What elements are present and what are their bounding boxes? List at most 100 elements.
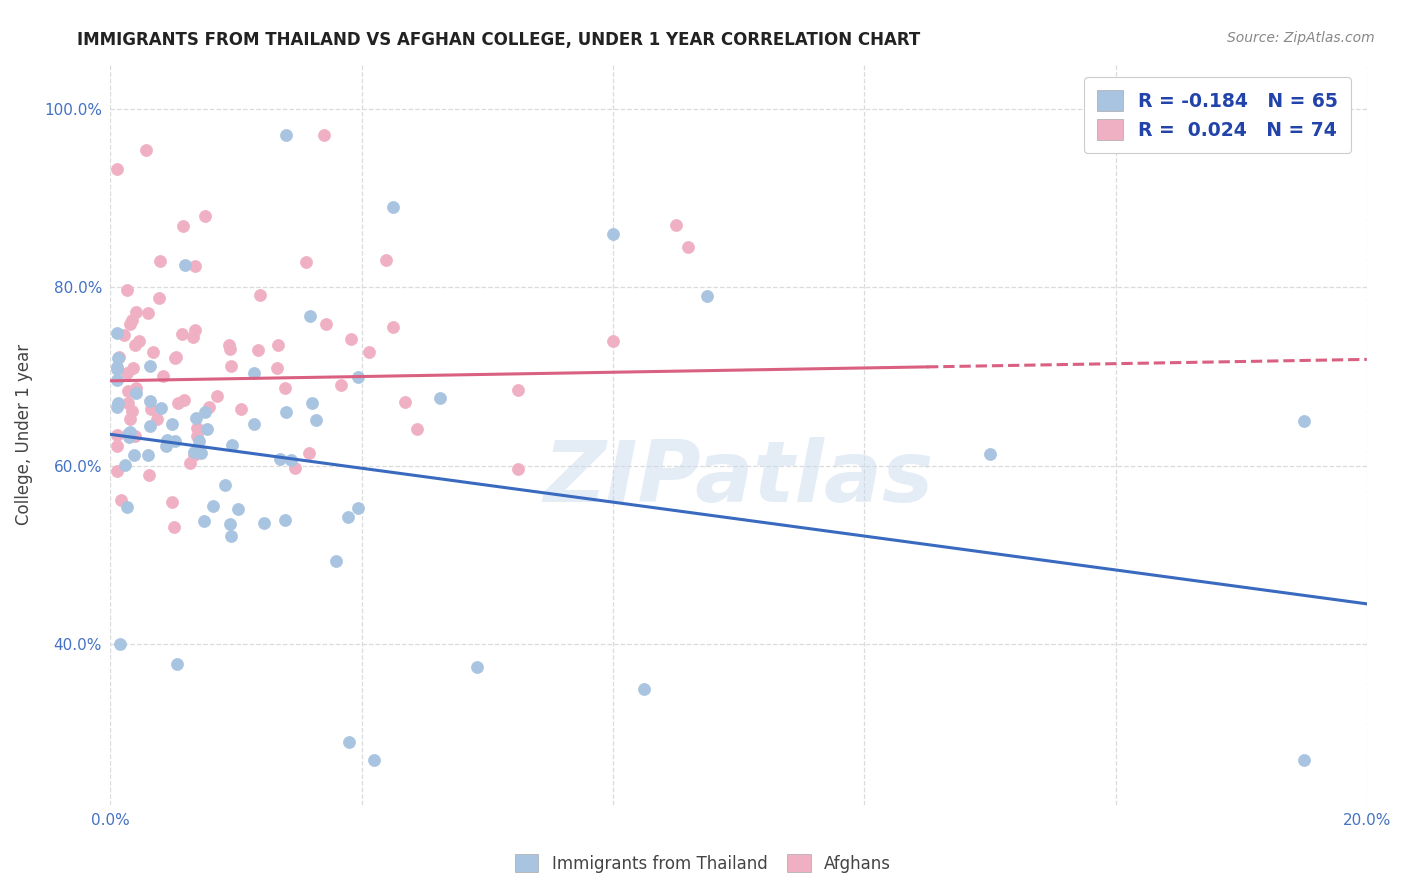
Point xyxy=(181,330,204,344)
Point xyxy=(105,161,128,176)
Point xyxy=(247,343,270,358)
Point xyxy=(114,458,136,472)
Point xyxy=(194,405,217,419)
Point xyxy=(160,417,183,431)
Point xyxy=(167,396,190,410)
Point xyxy=(118,317,141,331)
Point xyxy=(205,389,228,403)
Point xyxy=(139,402,162,417)
Point xyxy=(138,359,160,373)
Point xyxy=(312,128,335,143)
Point xyxy=(165,351,187,365)
Point xyxy=(226,502,249,516)
Point xyxy=(125,305,148,319)
Point xyxy=(678,240,700,254)
Point xyxy=(231,401,253,416)
Text: IMMIGRANTS FROM THAILAND VS AFGHAN COLLEGE, UNDER 1 YEAR CORRELATION CHART: IMMIGRANTS FROM THAILAND VS AFGHAN COLLE… xyxy=(77,31,921,49)
Point xyxy=(174,258,197,272)
Point xyxy=(183,445,205,459)
Point xyxy=(172,219,194,233)
Point xyxy=(155,440,177,454)
Point xyxy=(135,143,157,157)
Point xyxy=(305,413,328,427)
Point xyxy=(105,439,128,453)
Point xyxy=(269,451,291,466)
Point xyxy=(274,512,297,526)
Point xyxy=(149,401,172,415)
Point xyxy=(105,326,128,340)
Point xyxy=(142,345,165,359)
Point xyxy=(136,306,159,320)
Point xyxy=(108,637,131,651)
Point xyxy=(218,338,240,352)
Point xyxy=(124,449,146,463)
Point xyxy=(107,373,129,387)
Point xyxy=(363,753,385,767)
Point xyxy=(1292,753,1315,767)
Point xyxy=(105,362,128,376)
Point xyxy=(336,509,359,524)
Point xyxy=(117,366,139,380)
Point xyxy=(382,320,405,334)
Point xyxy=(117,427,139,442)
Point xyxy=(124,429,146,443)
Point xyxy=(276,128,298,143)
Point xyxy=(186,429,208,443)
Point xyxy=(184,411,207,425)
Point xyxy=(105,464,128,478)
Point xyxy=(125,381,148,395)
Point xyxy=(382,200,405,214)
Point xyxy=(602,227,624,241)
Point xyxy=(202,499,225,513)
Point xyxy=(186,421,208,435)
Point xyxy=(280,453,302,467)
Point xyxy=(242,366,264,380)
Point xyxy=(118,430,141,444)
Point xyxy=(136,448,159,462)
Point xyxy=(284,461,307,475)
Point xyxy=(315,317,337,331)
Legend: R = -0.184   N = 65, R =  0.024   N = 74: R = -0.184 N = 65, R = 0.024 N = 74 xyxy=(1084,77,1351,153)
Point xyxy=(301,396,323,410)
Point xyxy=(107,351,129,366)
Point xyxy=(406,422,429,436)
Point xyxy=(346,500,368,515)
Point xyxy=(165,434,187,449)
Point xyxy=(121,404,143,418)
Point xyxy=(112,327,135,342)
Point xyxy=(193,514,215,528)
Point xyxy=(115,500,138,515)
Y-axis label: College, Under 1 year: College, Under 1 year xyxy=(15,343,32,524)
Point xyxy=(295,255,318,269)
Point xyxy=(696,289,718,303)
Point xyxy=(219,529,242,543)
Point xyxy=(120,412,142,426)
Point xyxy=(221,437,243,451)
Point xyxy=(139,418,162,433)
Text: Source: ZipAtlas.com: Source: ZipAtlas.com xyxy=(1227,31,1375,45)
Point xyxy=(249,288,271,302)
Point xyxy=(107,395,129,409)
Point xyxy=(117,384,139,398)
Point xyxy=(149,254,172,268)
Point xyxy=(128,334,150,348)
Point xyxy=(979,447,1001,461)
Point xyxy=(299,310,322,324)
Point xyxy=(602,334,624,348)
Point xyxy=(243,417,266,431)
Point xyxy=(163,520,186,534)
Legend: Immigrants from Thailand, Afghans: Immigrants from Thailand, Afghans xyxy=(509,847,897,880)
Point xyxy=(508,461,530,475)
Point xyxy=(347,370,370,384)
Point xyxy=(166,657,188,671)
Point xyxy=(218,342,240,356)
Point xyxy=(183,449,205,463)
Point xyxy=(184,323,207,337)
Point xyxy=(110,492,132,507)
Point xyxy=(298,446,321,460)
Point xyxy=(107,351,129,365)
Point xyxy=(198,400,221,414)
Point xyxy=(325,554,347,568)
Point xyxy=(105,401,128,415)
Point xyxy=(139,394,162,409)
